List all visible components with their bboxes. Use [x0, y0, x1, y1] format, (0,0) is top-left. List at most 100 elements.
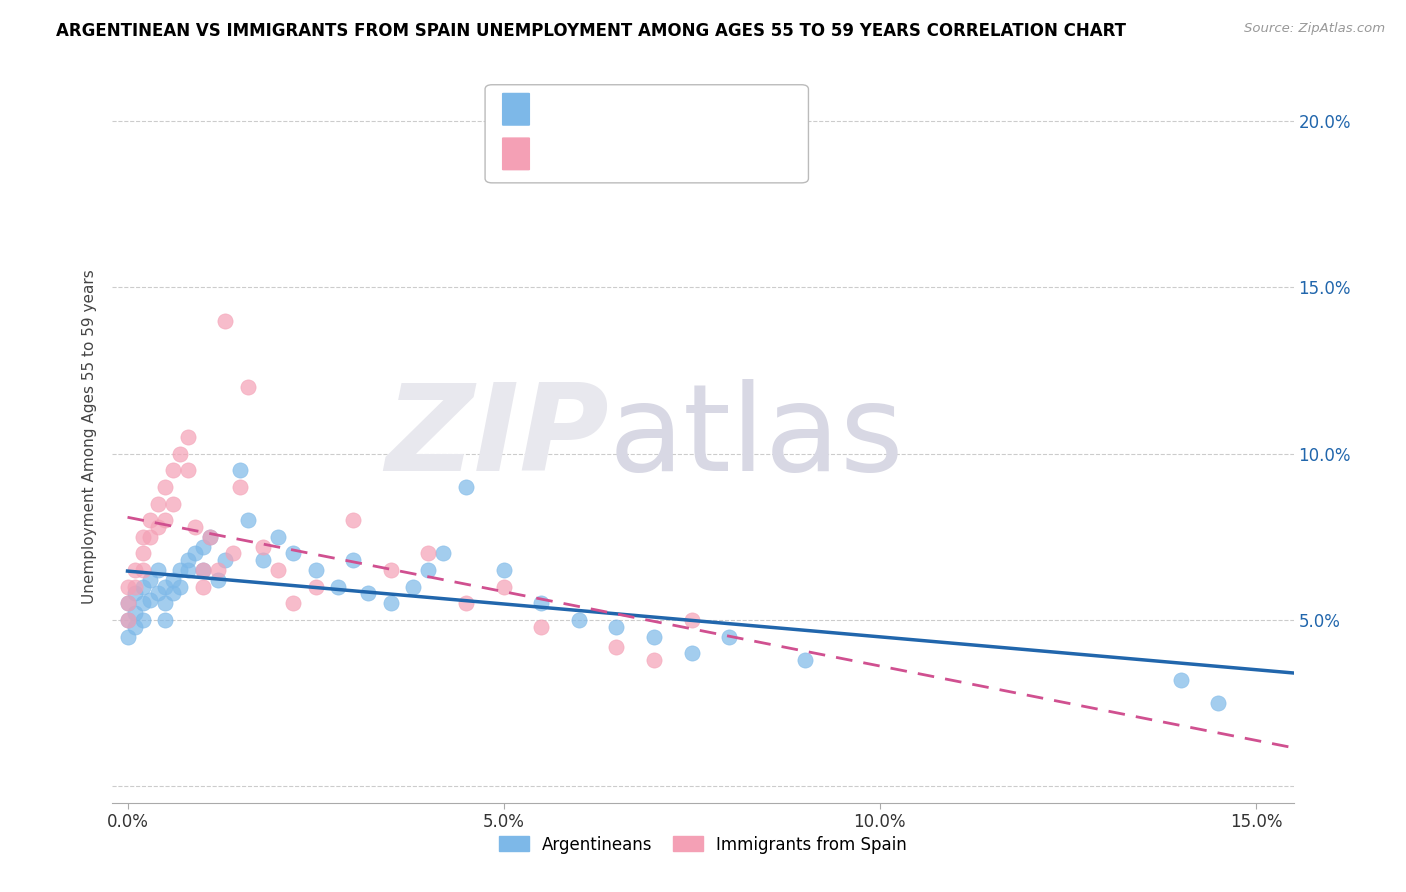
Point	[229, 463, 252, 477]
Point	[454, 596, 477, 610]
Legend: Argentineans, Immigrants from Spain: Argentineans, Immigrants from Spain	[492, 829, 914, 860]
Point	[643, 630, 665, 644]
Point	[117, 613, 139, 627]
Text: R =  0.193: R = 0.193	[537, 145, 634, 162]
Point	[153, 596, 176, 610]
Text: N = 41: N = 41	[700, 145, 762, 162]
Point	[236, 513, 259, 527]
Point	[139, 530, 162, 544]
Point	[139, 573, 162, 587]
Point	[402, 580, 425, 594]
Point	[252, 540, 274, 554]
Text: R = -0.260: R = -0.260	[537, 100, 634, 118]
Point	[200, 530, 222, 544]
Point	[117, 613, 139, 627]
Point	[169, 447, 191, 461]
Point	[124, 563, 146, 577]
Point	[207, 573, 229, 587]
Point	[328, 580, 350, 594]
Point	[131, 596, 153, 610]
Point	[124, 619, 146, 633]
Point	[131, 580, 153, 594]
Point	[191, 563, 214, 577]
Point	[146, 586, 169, 600]
Point	[117, 596, 139, 610]
Text: Source: ZipAtlas.com: Source: ZipAtlas.com	[1244, 22, 1385, 36]
Point	[492, 580, 515, 594]
Point	[177, 553, 200, 567]
Point	[568, 613, 591, 627]
Point	[530, 596, 553, 610]
Point	[169, 580, 191, 594]
Point	[681, 646, 703, 660]
Point	[153, 513, 176, 527]
Point	[153, 480, 176, 494]
Point	[153, 580, 176, 594]
Point	[793, 653, 815, 667]
Point	[304, 580, 326, 594]
Point	[117, 580, 139, 594]
Text: ARGENTINEAN VS IMMIGRANTS FROM SPAIN UNEMPLOYMENT AMONG AGES 55 TO 59 YEARS CORR: ARGENTINEAN VS IMMIGRANTS FROM SPAIN UNE…	[56, 22, 1126, 40]
Point	[177, 463, 200, 477]
Point	[162, 586, 184, 600]
Y-axis label: Unemployment Among Ages 55 to 59 years: Unemployment Among Ages 55 to 59 years	[82, 269, 97, 605]
Point	[153, 613, 176, 627]
Point	[214, 314, 236, 328]
Point	[169, 563, 191, 577]
Point	[342, 513, 364, 527]
Point	[492, 563, 515, 577]
Point	[222, 546, 245, 560]
Point	[146, 563, 169, 577]
Text: N = 52: N = 52	[700, 100, 762, 118]
Point	[718, 630, 741, 644]
Point	[117, 630, 139, 644]
Point	[131, 546, 153, 560]
Point	[162, 497, 184, 511]
Point	[200, 530, 222, 544]
Point	[177, 563, 200, 577]
Point	[418, 546, 440, 560]
Point	[380, 563, 402, 577]
Point	[124, 607, 146, 621]
Point	[1206, 696, 1229, 710]
Point	[229, 480, 252, 494]
Point	[117, 596, 139, 610]
Point	[191, 540, 214, 554]
Point	[605, 640, 627, 654]
Point	[124, 586, 146, 600]
Point	[1170, 673, 1192, 687]
Point	[267, 563, 290, 577]
Point	[131, 530, 153, 544]
Point	[281, 596, 304, 610]
Point	[191, 563, 214, 577]
Point	[530, 619, 553, 633]
Point	[252, 553, 274, 567]
Point	[342, 553, 364, 567]
Point	[432, 546, 454, 560]
Point	[146, 520, 169, 534]
Text: atlas: atlas	[609, 378, 904, 496]
Point	[139, 513, 162, 527]
Point	[177, 430, 200, 444]
Point	[281, 546, 304, 560]
Point	[267, 530, 290, 544]
Text: ZIP: ZIP	[385, 378, 609, 496]
Point	[643, 653, 665, 667]
Point	[207, 563, 229, 577]
Point	[214, 553, 236, 567]
Point	[162, 463, 184, 477]
Point	[357, 586, 380, 600]
Point	[418, 563, 440, 577]
Point	[236, 380, 259, 394]
Point	[146, 497, 169, 511]
Point	[605, 619, 627, 633]
Point	[139, 593, 162, 607]
Point	[131, 563, 153, 577]
Point	[454, 480, 477, 494]
Point	[124, 580, 146, 594]
Point	[304, 563, 326, 577]
Point	[184, 520, 207, 534]
Point	[380, 596, 402, 610]
Point	[162, 573, 184, 587]
Point	[184, 546, 207, 560]
